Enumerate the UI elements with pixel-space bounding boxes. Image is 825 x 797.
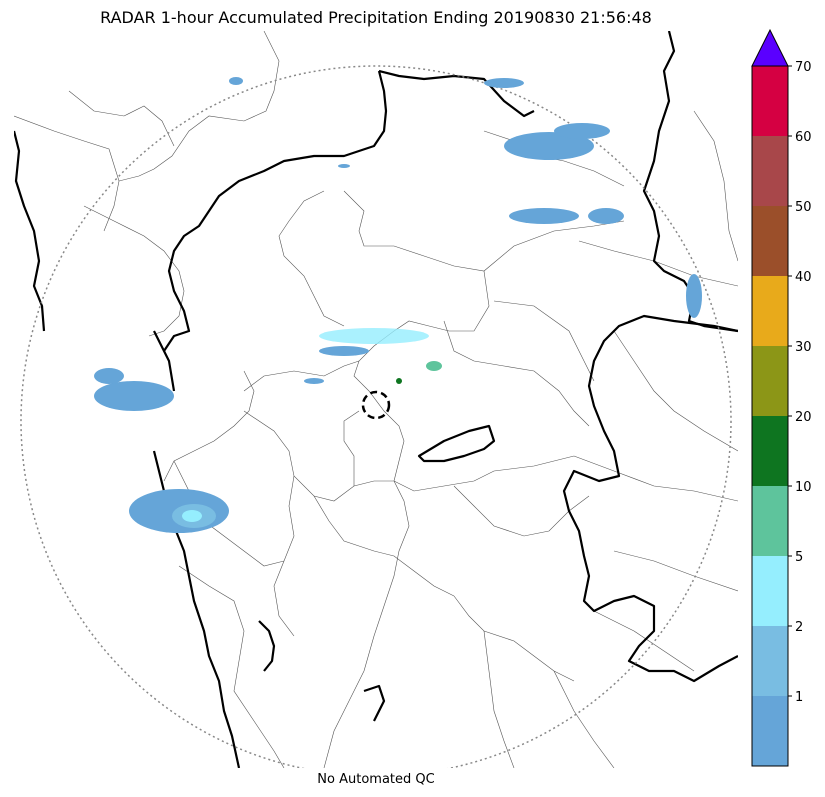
colorbar-band: [752, 66, 788, 136]
radar-center-marker: [361, 390, 391, 420]
colorbar-band: [752, 486, 788, 556]
map-title: RADAR 1-hour Accumulated Precipitation E…: [100, 8, 652, 27]
colorbar-tick-label: 70: [795, 60, 812, 75]
colorbar-band: [752, 696, 788, 766]
colorbar-tick-label: 1: [795, 690, 803, 705]
district-boundaries: [14, 31, 738, 768]
echo-north-east-5: [588, 208, 624, 224]
colorbar-band: [752, 346, 788, 416]
colorbar-band: [752, 556, 788, 626]
echo-north-east-3: [484, 78, 524, 88]
qc-footer-note: No Automated QC: [317, 772, 435, 787]
colorbar-tick-label: 20: [795, 410, 812, 425]
echo-central-east-2: [396, 378, 402, 384]
echo-north-center: [338, 164, 350, 168]
colorbar-tick-label: 30: [795, 340, 812, 355]
echo-north-east-2: [554, 123, 610, 139]
echo-central-east: [426, 361, 442, 371]
echo-north-east-4: [509, 208, 579, 224]
echo-central-north: [319, 328, 429, 344]
radar-range-ring: [20, 65, 732, 768]
colorbar-tick-label: 5: [795, 550, 803, 565]
colorbar-tick-label: 50: [795, 200, 812, 215]
colorbar-band: [752, 276, 788, 346]
colorbar-band: [752, 206, 788, 276]
precipitation-echoes: [94, 77, 702, 533]
colorbar-tick-label: 40: [795, 270, 812, 285]
colorbar-band: [752, 136, 788, 206]
echo-south-west-peak: [182, 510, 202, 522]
echo-west-coast-1: [94, 381, 174, 411]
echo-north-east-1: [504, 132, 594, 160]
echo-central-north-2: [319, 346, 369, 356]
echo-north-small: [229, 77, 243, 85]
colorbar: 1 2 5 10 20 30 40 50 60 70: [751, 28, 812, 767]
echo-east-edge: [686, 274, 702, 318]
colorbar-tick-label: 10: [795, 480, 812, 495]
colorbar-tick-label: 2: [795, 620, 803, 635]
colorbar-tick-label: 60: [795, 130, 812, 145]
radar-map: [14, 31, 738, 768]
colorbar-band: [752, 626, 788, 696]
colorbar-band: [752, 416, 788, 486]
colorbar-extend-triangle: [751, 28, 789, 67]
echo-west-coast-2: [94, 368, 124, 384]
echo-central-small: [304, 378, 324, 384]
